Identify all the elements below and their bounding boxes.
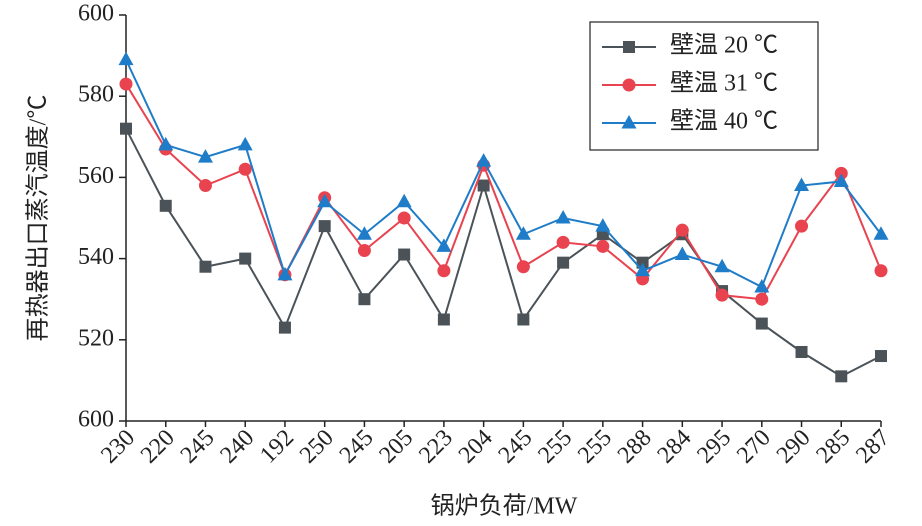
data-point [239, 252, 252, 265]
data-point [437, 264, 451, 278]
legend-marker [622, 78, 636, 92]
data-point [396, 193, 412, 208]
x-tick-label: 285 [812, 425, 856, 469]
x-tick-label: 288 [613, 425, 657, 469]
data-point [755, 317, 768, 330]
data-point [794, 177, 810, 192]
legend-label: 壁温 20 ℃ [670, 32, 778, 59]
series-line [125, 128, 882, 378]
y-tick-label: 540 [78, 244, 114, 270]
y-tick-label: 580 [78, 82, 114, 108]
legend-label: 壁温 31 ℃ [670, 70, 778, 97]
data-point [517, 313, 530, 326]
data-point [675, 223, 689, 237]
data-point [277, 266, 293, 281]
data-point [755, 292, 769, 306]
data-point [120, 122, 132, 135]
data-point [595, 218, 611, 232]
x-tick-label: 255 [573, 425, 617, 469]
x-tick-label: 204 [454, 425, 498, 469]
data-point [636, 256, 649, 269]
data-point [318, 220, 331, 233]
data-point [278, 321, 291, 334]
data-point [356, 226, 372, 240]
data-point [674, 246, 690, 261]
legend-marker [623, 41, 635, 53]
data-point [198, 179, 212, 193]
data-point [437, 313, 450, 326]
x-tick-label: 270 [732, 425, 776, 469]
y-tick-label: 600 [78, 1, 114, 27]
data-point [477, 179, 490, 192]
data-point [317, 193, 333, 208]
y-tick-label: 560 [78, 163, 114, 189]
x-tick-label: 192 [255, 425, 299, 469]
data-point [158, 136, 174, 151]
data-point [118, 51, 134, 66]
data-point [516, 260, 530, 274]
data-point [197, 149, 213, 163]
data-point [875, 350, 887, 363]
data-point [476, 153, 492, 167]
data-point [754, 279, 770, 293]
data-point [357, 243, 371, 257]
data-point [555, 210, 571, 224]
data-point [795, 219, 809, 233]
data-point [199, 260, 212, 273]
x-tick-label: 290 [772, 425, 816, 469]
data-point [873, 226, 889, 240]
data-point [557, 256, 570, 269]
x-tick-label: 255 [533, 425, 577, 469]
x-tick-label: 205 [374, 425, 418, 469]
data-point [834, 166, 848, 180]
x-tick-label: 240 [216, 425, 260, 469]
series-line [125, 83, 882, 301]
x-tick-label: 287 [851, 425, 895, 469]
data-point [119, 77, 133, 91]
legend-label: 壁温 40 ℃ [670, 108, 778, 135]
data-point [398, 248, 411, 261]
data-point [556, 235, 570, 249]
data-point [238, 162, 252, 176]
data-point [874, 264, 888, 278]
x-tick-label: 223 [414, 425, 458, 469]
data-point [397, 211, 411, 225]
data-point [358, 293, 371, 306]
legend-marker [621, 115, 637, 129]
x-tick-label: 245 [494, 425, 538, 469]
data-point [833, 173, 849, 187]
x-tick-label: 284 [653, 425, 697, 469]
x-tick-label: 245 [335, 425, 379, 469]
data-point [715, 288, 729, 302]
x-tick-label: 295 [692, 425, 736, 469]
series-line [125, 59, 882, 289]
data-point [635, 262, 651, 277]
data-point [515, 226, 531, 240]
x-axis-label: 锅炉负荷/MW [431, 493, 578, 520]
data-point [436, 238, 452, 252]
data-point [237, 136, 253, 151]
x-tick-label: 250 [295, 425, 339, 469]
data-point [714, 258, 730, 273]
y-tick-label: 520 [78, 325, 114, 351]
y-axis-label: 再热器出口蒸汽温度/℃ [25, 95, 52, 342]
y-tick-label: 600 [78, 407, 114, 433]
x-tick-label: 245 [176, 425, 220, 469]
data-point [596, 239, 610, 253]
data-point [835, 370, 848, 383]
data-point [795, 345, 808, 358]
data-point [159, 199, 172, 212]
x-tick-label: 220 [136, 425, 180, 469]
